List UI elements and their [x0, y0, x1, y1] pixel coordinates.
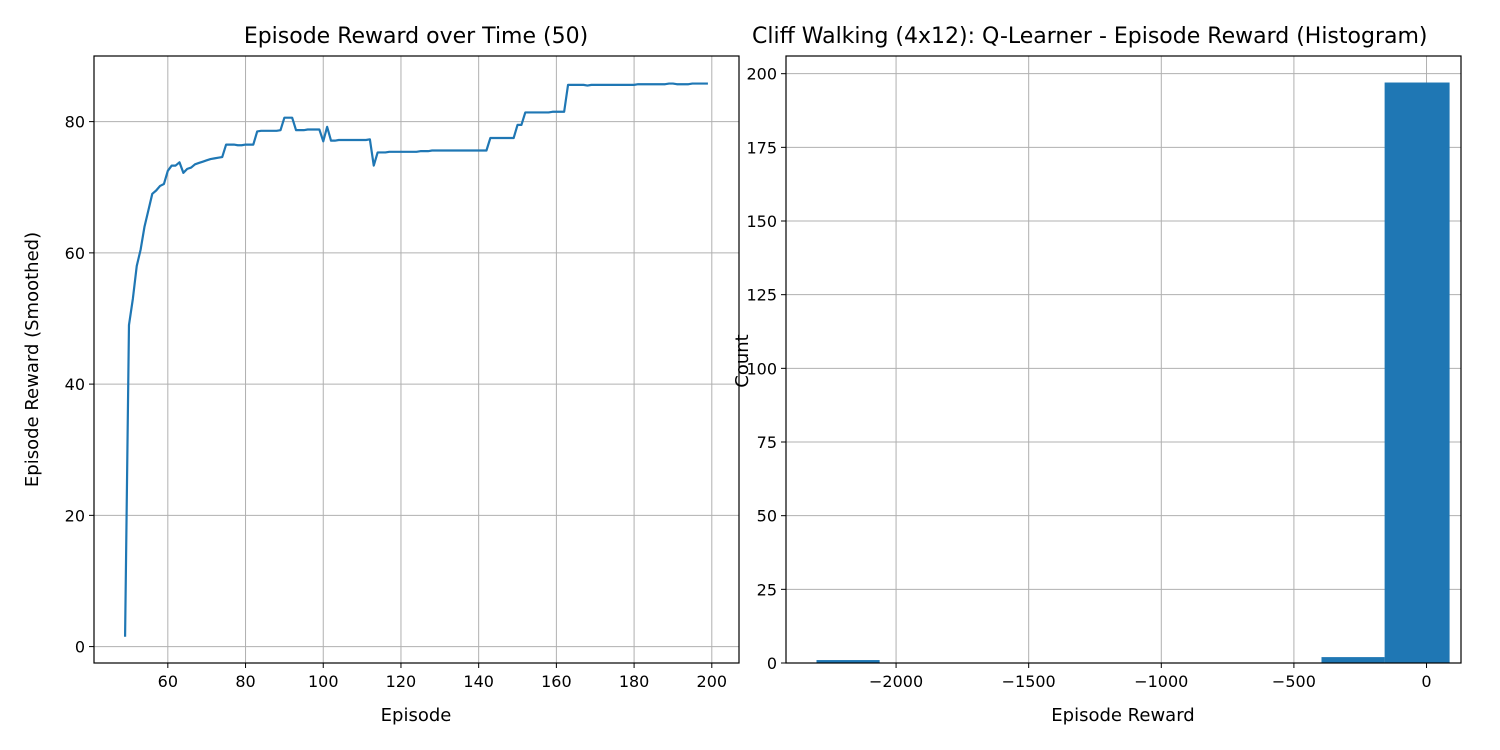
- line-tick-label-x-0: 60: [158, 672, 178, 691]
- histogram-bars: [816, 82, 1450, 664]
- hist-bar-8: [1321, 657, 1385, 663]
- line-tick-label-y-2: 40: [65, 375, 85, 394]
- line-tick-label-y-1: 20: [65, 506, 85, 525]
- hist-tick-label-y-2: 50: [757, 507, 777, 526]
- hist-tick-label-y-7: 175: [746, 138, 777, 157]
- line-chart-ticks: 60 80 100 120 140 160 180 200 0 20 40 60 80: [65, 113, 727, 691]
- line-tick-label-y-0: 0: [75, 638, 85, 657]
- line-chart: Episode Reward over Time (50) 60 80 100 120…: [22, 24, 740, 726]
- line-tick-label-x-3: 120: [386, 672, 417, 691]
- hist-tick-label-y-1: 25: [757, 580, 777, 599]
- line-chart-xlabel: Episode: [381, 705, 452, 726]
- histogram-ticks: −2000 −1500 −1000 −500 0 0 25 50 75 100 125 150 175 2…: [746, 65, 1431, 691]
- hist-tick-label-y-4: 100: [746, 359, 777, 378]
- line-chart-ylabel: Episode Reward (Smoothed): [22, 232, 43, 487]
- line-tick-label-x-6: 180: [619, 672, 650, 691]
- hist-tick-label-x-0: −2000: [869, 672, 923, 691]
- hist-tick-label-y-6: 150: [746, 212, 777, 231]
- hist-bar-0: [816, 660, 880, 663]
- hist-tick-label-y-8: 200: [746, 65, 777, 84]
- line-tick-label-y-4: 80: [65, 113, 85, 132]
- line-tick-label-x-1: 80: [235, 672, 255, 691]
- histogram-grid: [786, 56, 1461, 664]
- histogram-chart: Cliff Walking (4x12): Q-Learner - Episod…: [732, 24, 1462, 726]
- hist-tick-label-x-2: −1000: [1134, 672, 1188, 691]
- hist-tick-label-x-1: −1500: [1002, 672, 1056, 691]
- line-tick-label-y-3: 60: [65, 244, 85, 263]
- line-chart-frame: [93, 55, 740, 664]
- line-chart-grid: [94, 56, 739, 663]
- hist-tick-label-x-4: 0: [1421, 672, 1431, 691]
- line-tick-label-x-4: 140: [463, 672, 494, 691]
- hist-bar-9: [1384, 82, 1450, 664]
- histogram-xlabel: Episode Reward: [1051, 705, 1194, 726]
- histogram-frame: [785, 55, 1462, 664]
- line-tick-label-x-7: 200: [697, 672, 728, 691]
- histogram-title: Cliff Walking (4x12): Q-Learner - Episod…: [752, 24, 1427, 49]
- line-tick-label-x-5: 160: [541, 672, 572, 691]
- hist-tick-label-x-3: −500: [1272, 672, 1316, 691]
- line-series-reward: [123, 82, 708, 637]
- hist-tick-label-y-0: 0: [767, 654, 777, 673]
- hist-tick-label-y-5: 125: [746, 286, 777, 305]
- line-chart-title: Episode Reward over Time (50): [244, 24, 588, 49]
- histogram-ylabel: Count: [732, 334, 753, 387]
- line-tick-label-x-2: 100: [308, 672, 339, 691]
- hist-tick-label-y-3: 75: [757, 433, 777, 452]
